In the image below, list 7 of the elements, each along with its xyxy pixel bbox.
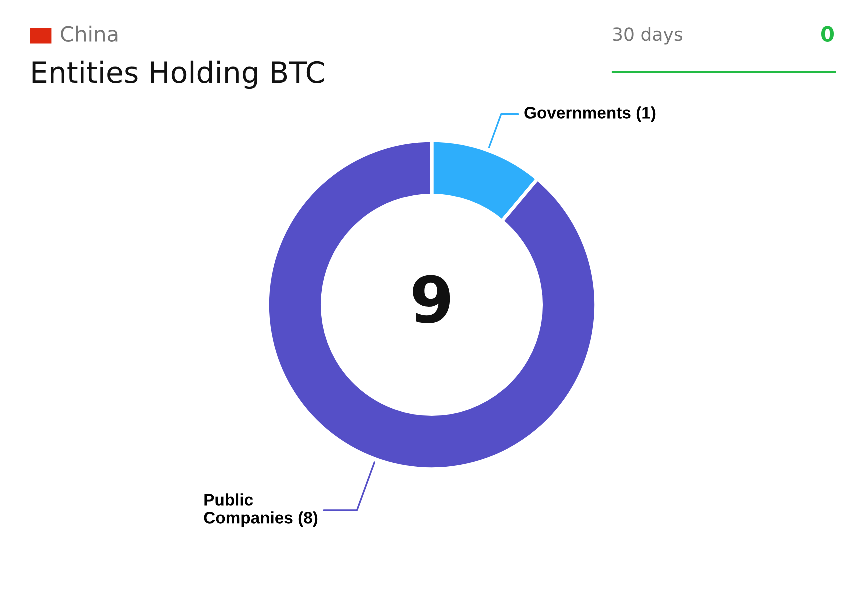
- slice-label: Governments (1): [524, 106, 656, 122]
- chart-title: Entities Holding BTC: [32, 60, 324, 90]
- text: 0: [822, 26, 834, 42]
- text: 9: [413, 275, 450, 324]
- text: China: [61, 26, 118, 42]
- slice-label: Public Companies (8): [204, 494, 318, 528]
- text: 30 days: [613, 27, 682, 45]
